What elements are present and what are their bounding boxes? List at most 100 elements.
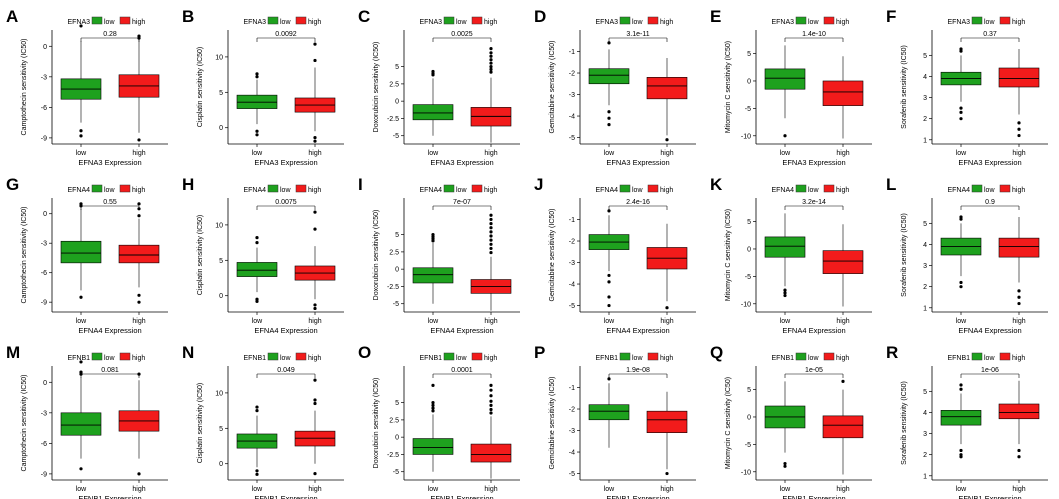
y-tick-label: 2 (923, 452, 927, 459)
y-tick-label: -1 (569, 217, 575, 224)
outlier-point (489, 407, 493, 412)
box-low (588, 209, 630, 308)
legend: EFNB1 low high (419, 352, 497, 362)
outlier-point (489, 242, 493, 246)
outlier-point (79, 204, 83, 208)
legend-swatch-low (971, 352, 983, 361)
legend: EFNB1 low high (771, 352, 849, 362)
pvalue-label: 0.0075 (275, 199, 297, 206)
panel-letter: A (6, 7, 18, 26)
outlier-point (489, 58, 493, 62)
chart-panel-c: C EFNA3 low high -5 -2.5 0 2.5 5 Doxorubicin sens… (358, 7, 520, 167)
y-tick-label: -3 (569, 428, 575, 435)
x-tick-label: high (1012, 150, 1025, 157)
legend: EFNA3 low high (67, 16, 145, 26)
box-low (940, 383, 982, 459)
y-tick-label: -5 (745, 274, 751, 281)
panel-letter: C (358, 7, 370, 26)
pvalue-label: 3.2e-14 (802, 199, 826, 206)
y-tick-label: -2.5 (387, 452, 399, 459)
legend-title: EFNA4 (595, 187, 618, 194)
outlier-point (959, 448, 963, 453)
outlier-point (489, 221, 493, 226)
y-tick-label: -3 (569, 260, 575, 267)
outlier-point (783, 461, 787, 466)
outlier-point (431, 403, 435, 407)
y-axis-label: Gemcitabine sensitivity (IC50) (549, 377, 556, 470)
chart-panel-l: L EFNA4 low high 1 2 3 4 5 Sorafenib sensitivity … (886, 175, 1048, 335)
y-tick-label: 5 (395, 400, 399, 407)
x-tick-label: low (956, 486, 967, 493)
outlier-point (137, 36, 141, 40)
legend-swatch-low (267, 184, 279, 193)
outlier-point (255, 72, 259, 76)
box-high (822, 379, 864, 475)
y-tick-label: 2.5 (389, 249, 399, 256)
y-tick-label: 0 (395, 435, 399, 442)
outlier-point (959, 110, 963, 114)
outlier-point (489, 230, 493, 234)
box-high (998, 380, 1040, 459)
box-iqr (822, 250, 864, 274)
legend-swatch-low (91, 184, 103, 193)
legend-label-low: low (632, 19, 643, 26)
legend-swatch-low (619, 184, 631, 193)
y-tick-label: -5 (745, 106, 751, 113)
legend: EFNA4 low high (771, 184, 849, 194)
outlier-point (313, 42, 317, 46)
outlier-point (79, 372, 83, 376)
legend-swatch-low (795, 16, 807, 25)
box-low (412, 383, 454, 472)
legend-label-high: high (132, 19, 145, 26)
outlier-point (137, 472, 141, 476)
y-tick-label: -9 (41, 135, 47, 142)
x-tick-label: high (1012, 486, 1025, 493)
y-tick-label: 5 (747, 219, 751, 226)
panel-letter: L (886, 175, 896, 194)
legend-label-low: low (984, 19, 995, 26)
legend-swatch-low (91, 352, 103, 361)
y-tick-label: -1 (569, 385, 575, 392)
x-tick-label: low (428, 318, 439, 325)
legend-swatch-high (999, 352, 1011, 361)
box-high (646, 57, 688, 142)
outlier-point (79, 134, 83, 138)
box-iqr (60, 240, 102, 264)
outlier-point (489, 217, 493, 222)
legend-label-low: low (280, 187, 291, 194)
box-high (294, 210, 336, 311)
outlier-point (137, 207, 141, 211)
pvalue-label: 1.4e-10 (802, 31, 826, 38)
box-high (470, 47, 512, 143)
y-axis-label: Cisplatin sensitivity (IC50) (197, 47, 204, 128)
legend-label-low: low (808, 19, 819, 26)
y-tick-label: 5 (395, 64, 399, 71)
outlier-point (607, 377, 611, 381)
x-axis-label: EFNA3 Expression (430, 158, 493, 167)
outlier-point (489, 61, 493, 65)
pvalue-label: 7e-07 (453, 199, 471, 206)
legend-title: EFNA3 (419, 19, 442, 26)
x-tick-label: low (780, 486, 791, 493)
outlier-point (783, 288, 787, 292)
outlier-point (489, 51, 493, 55)
chart-panel-o: O EFNB1 low high -5 -2.5 0 2.5 5 Doxorubicin sens… (358, 343, 520, 499)
y-tick-label: 5 (395, 232, 399, 239)
chart-panel-b: B EFNA3 low high 0 5 10 Cisplatin sensitivity (… (182, 7, 344, 167)
legend: EFNB1 low high (595, 352, 673, 362)
y-tick-label: -9 (41, 471, 47, 478)
y-tick-label: -6 (41, 105, 47, 112)
y-tick-label: -6 (41, 441, 47, 448)
chart-panel-m: M EFNB1 low high -9 -6 -3 0 Camptothecin sensiti… (6, 343, 168, 499)
outlier-point (607, 303, 611, 308)
y-tick-label: 4 (923, 74, 927, 81)
outlier-point (665, 306, 669, 310)
legend: EFNA3 low high (419, 16, 497, 26)
y-tick-label: 2.5 (389, 417, 399, 424)
outlier-point (313, 227, 317, 231)
box-low (60, 202, 102, 299)
outlier-point (313, 136, 317, 140)
x-tick-label: low (428, 150, 439, 157)
y-tick-label: -3 (569, 92, 575, 99)
